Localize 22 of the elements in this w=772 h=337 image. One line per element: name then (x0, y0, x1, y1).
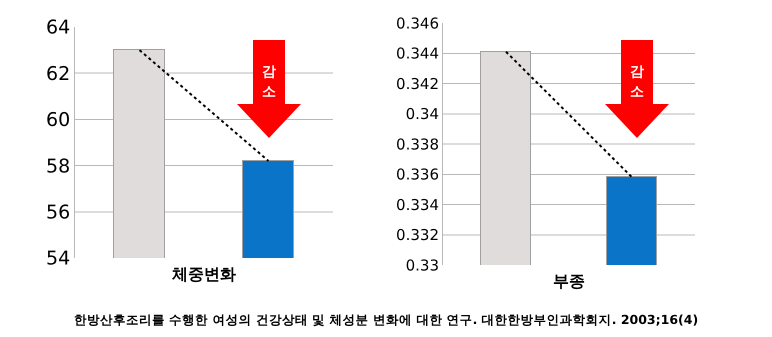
x-axis-title: 체중변화 (171, 264, 236, 284)
text: 한방산후조리를 수행한 여성의 건강상태 및 체성분 변화에 대한 연구. 대한한방부인과학회지. 2003;16(4) (72, 312, 700, 329)
annotation: 감소 (629, 63, 645, 102)
y-tick-label: 0.334 (396, 196, 439, 214)
y-tick-label: 56 (46, 201, 70, 224)
y-tick-label: 60 (46, 109, 70, 132)
y-tick-label: 0.332 (396, 226, 439, 244)
y-tick-label: 0.342 (396, 74, 439, 93)
down-arrow: 감소 (605, 40, 669, 138)
y-tick-label: 0.346 (396, 14, 439, 32)
annotation: 감소 (261, 63, 277, 102)
y-tick-label: 0.33 (406, 256, 439, 274)
y-tick-label: 58 (46, 155, 70, 178)
y-tick-label: 64 (46, 16, 70, 39)
y-tick-label: 0.34 (406, 105, 439, 123)
down-arrow: 감소 (237, 40, 301, 138)
y-tick-label: 0.336 (396, 166, 439, 184)
y-tick-label: 0.344 (396, 44, 439, 62)
y-tick-label: 62 (46, 62, 70, 85)
y-tick-label: 0.338 (396, 135, 439, 154)
x-axis-title: 부종 (553, 272, 585, 291)
y-tick-label: 54 (46, 248, 70, 270)
